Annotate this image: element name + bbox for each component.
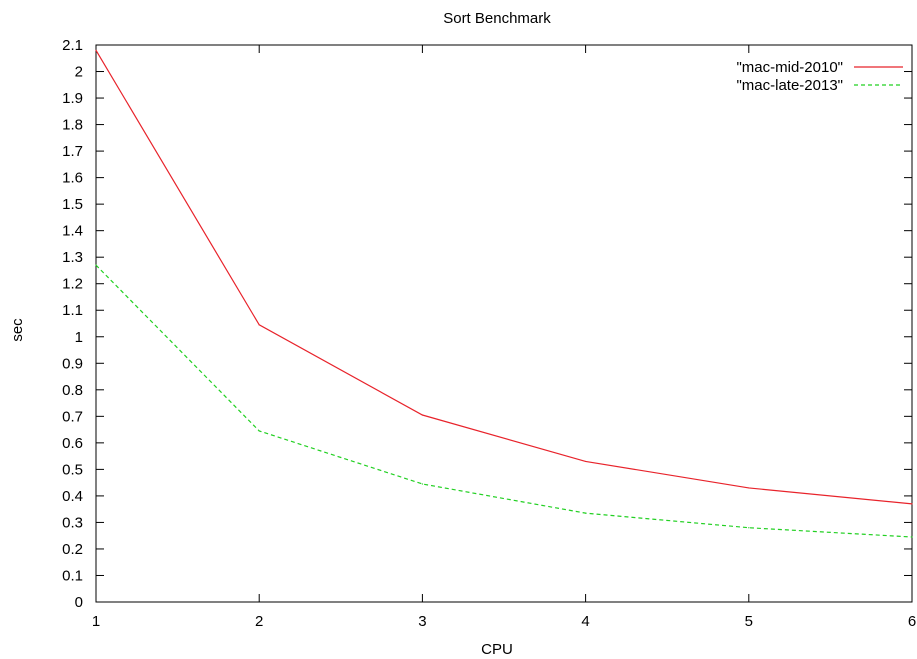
y-tick-label: 1.6 — [62, 170, 83, 187]
y-tick-label: 1 — [75, 329, 83, 346]
data-point — [911, 536, 913, 538]
series-lines — [95, 49, 913, 538]
y-tick-label: 2 — [75, 64, 83, 81]
data-point — [95, 264, 97, 266]
data-point — [258, 430, 260, 432]
series-line-1 — [95, 264, 913, 538]
y-tick-label: 1.4 — [62, 223, 83, 240]
y-tick-label: 0.8 — [62, 382, 83, 399]
y-tick-label: 1.7 — [62, 143, 83, 160]
data-point — [585, 460, 587, 463]
legend-label: "mac-late-2013" — [736, 77, 843, 94]
data-point — [421, 414, 423, 416]
x-tick-label: 3 — [418, 613, 426, 630]
y-tick-label: 1.2 — [62, 276, 83, 293]
y-tick-label: 1.1 — [62, 302, 83, 319]
y-tick-label: 0.3 — [62, 514, 83, 531]
y-tick-label: 1.3 — [62, 249, 83, 266]
chart-title: Sort Benchmark — [443, 10, 551, 27]
y-axis-label: sec — [9, 318, 26, 342]
legend-label: "mac-mid-2010" — [736, 59, 843, 76]
y-tick-label: 1.8 — [62, 117, 83, 134]
y-tick-label: 0.9 — [62, 355, 83, 372]
y-tick-label: 0 — [75, 594, 83, 611]
x-tick-label: 1 — [92, 613, 100, 630]
plot-frame — [95, 44, 913, 603]
y-tick-label: 0.6 — [62, 435, 83, 452]
x-tick-label: 2 — [255, 613, 263, 630]
axis-ticks: 0 0.1 0.2 0.3 0.4 0.5 0.6 0.7 0.8 0.9 1 1.1 1.2 1.3 1.… — [62, 37, 916, 630]
y-tick-label: 2.1 — [62, 37, 83, 54]
legend: "mac-mid-2010""mac-late-2013" — [736, 59, 903, 94]
y-tick-label: 1.9 — [62, 90, 83, 107]
data-point — [748, 487, 750, 489]
data-point — [95, 49, 97, 51]
x-axis-label: CPU — [481, 641, 513, 658]
y-tick-label: 0.7 — [62, 408, 83, 425]
series-line-0 — [95, 49, 913, 505]
y-tick-label: 0.2 — [62, 541, 83, 558]
data-point — [911, 503, 913, 505]
x-tick-label: 4 — [581, 613, 589, 630]
data-point — [748, 527, 750, 529]
x-tick-label: 5 — [745, 613, 753, 630]
y-tick-label: 0.1 — [62, 567, 83, 584]
y-tick-label: 0.4 — [62, 488, 83, 505]
data-point — [421, 483, 423, 485]
y-tick-label: 1.5 — [62, 196, 83, 213]
y-tick-label: 0.5 — [62, 461, 83, 478]
x-tick-label: 6 — [908, 613, 916, 630]
data-point — [258, 324, 260, 326]
data-point — [585, 512, 587, 514]
